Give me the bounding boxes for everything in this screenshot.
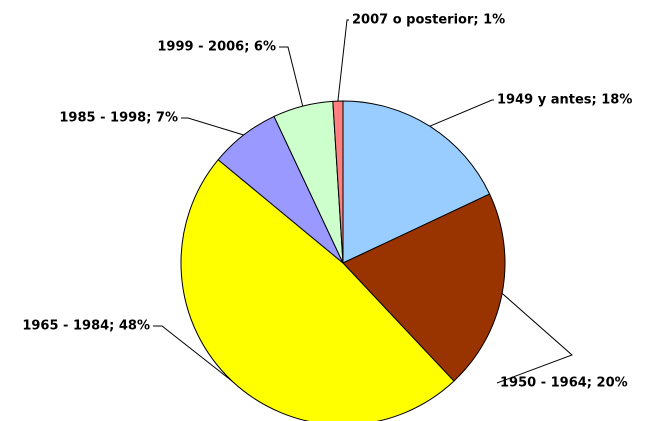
leader-line xyxy=(496,292,573,384)
slice-label: 1949 y antes; 18% xyxy=(497,93,632,108)
pie-slice xyxy=(342,100,491,264)
leader-line xyxy=(279,46,304,107)
pie-slice xyxy=(332,100,344,264)
pie-slice xyxy=(180,159,455,421)
leader-line xyxy=(429,99,494,127)
leader-line xyxy=(153,325,233,382)
leader-line xyxy=(337,19,349,102)
slice-label: 1999 - 2006; 6% xyxy=(157,40,276,55)
slice-label: 1950 - 1964; 20% xyxy=(500,376,628,391)
slice-label: 1985 - 1998; 7% xyxy=(59,111,178,126)
slice-label: 1965 - 1984; 48% xyxy=(22,319,150,334)
leader-line xyxy=(181,117,244,136)
slice-label: 2007 o posterior; 1% xyxy=(352,13,505,28)
